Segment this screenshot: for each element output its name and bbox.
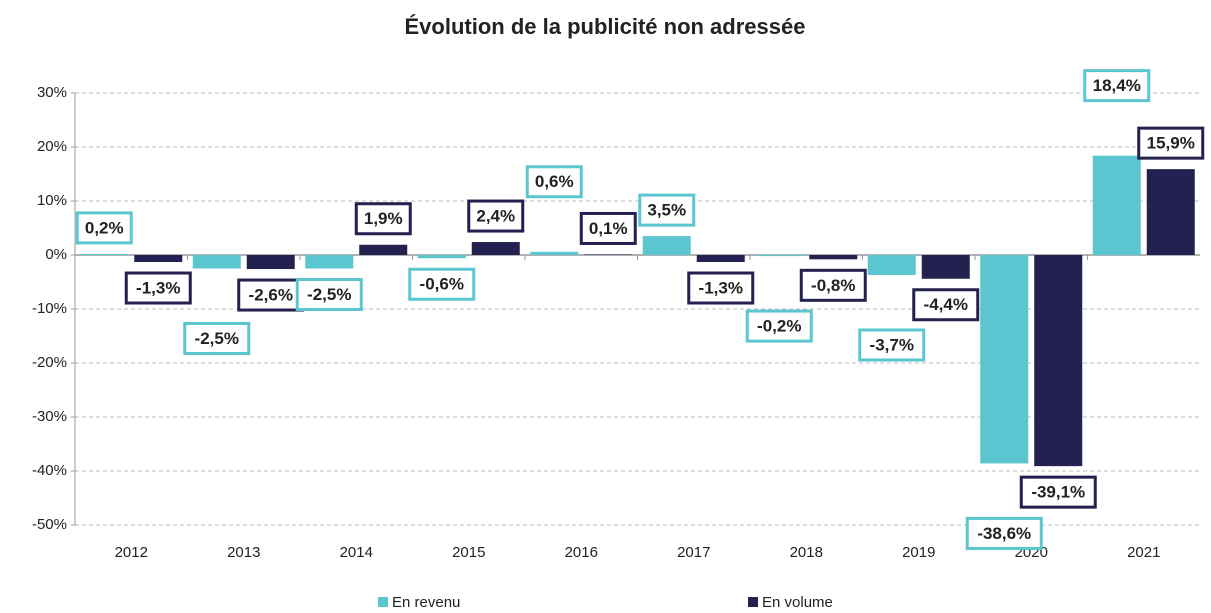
x-tick-label: 2015 xyxy=(452,544,485,561)
value-label: 3,5% xyxy=(647,201,686,220)
bar xyxy=(1146,169,1195,255)
value-label: -2,5% xyxy=(307,285,351,304)
value-label: -2,6% xyxy=(249,286,293,305)
value-label-box xyxy=(799,268,867,302)
bar xyxy=(417,255,466,259)
y-tick-label: 10% xyxy=(37,192,67,209)
y-tick-label: 20% xyxy=(37,138,67,155)
bar xyxy=(359,244,408,255)
value-label: 0,1% xyxy=(589,219,628,238)
bar xyxy=(867,255,916,275)
value-label-box xyxy=(525,165,583,199)
x-tick-label: 2017 xyxy=(677,544,710,561)
value-label: -39,1% xyxy=(1031,483,1085,502)
y-tick-label: -30% xyxy=(32,408,67,425)
y-tick-label: -10% xyxy=(32,300,67,317)
value-label-box xyxy=(295,278,363,311)
value-label-box xyxy=(745,309,813,343)
bar xyxy=(305,255,354,269)
bar xyxy=(192,255,241,269)
value-label: -0,6% xyxy=(420,275,464,294)
x-tick-label: 2018 xyxy=(790,544,823,561)
bar xyxy=(809,255,858,260)
x-tick-label: 2016 xyxy=(565,544,598,561)
x-tick-label: 2013 xyxy=(227,544,260,561)
bar xyxy=(134,255,183,263)
value-label-box xyxy=(408,267,476,301)
value-label: -0,8% xyxy=(811,276,855,295)
value-label-box xyxy=(912,288,980,322)
bar xyxy=(755,255,804,257)
y-tick-label: 0% xyxy=(45,246,67,263)
legend-swatch xyxy=(378,597,388,607)
value-label: -0,2% xyxy=(757,317,801,336)
value-label: -3,7% xyxy=(870,335,914,354)
x-tick-label: 2012 xyxy=(115,544,148,561)
value-label: 1,9% xyxy=(364,209,403,228)
x-tick-label: 2021 xyxy=(1127,544,1160,561)
bar xyxy=(921,255,970,279)
value-label-box xyxy=(1019,475,1097,509)
bar xyxy=(980,255,1029,464)
legend-swatch xyxy=(748,597,758,607)
value-label: -1,3% xyxy=(699,279,743,298)
value-label-box xyxy=(965,516,1043,550)
value-label: 0,2% xyxy=(85,218,124,237)
value-label-box xyxy=(75,211,133,245)
legend-label: En revenu xyxy=(392,594,460,611)
value-label: 0,6% xyxy=(535,172,574,191)
bar xyxy=(80,253,129,255)
value-label-box xyxy=(467,199,525,233)
x-tick-label: 2014 xyxy=(340,544,373,561)
value-label: 15,9% xyxy=(1147,134,1195,153)
value-label-box xyxy=(1137,126,1205,160)
value-label: -2,5% xyxy=(195,329,239,348)
bar xyxy=(584,254,633,255)
legend-label: En volume xyxy=(762,594,833,611)
bar xyxy=(642,236,691,255)
chart-title: Évolution de la publicité non adressée xyxy=(405,14,806,39)
value-label-box xyxy=(354,202,412,236)
bar xyxy=(246,255,295,270)
x-tick-label: 2019 xyxy=(902,544,935,561)
value-label: -4,4% xyxy=(924,295,968,314)
y-tick-label: 30% xyxy=(37,84,67,101)
bar xyxy=(1092,155,1141,255)
value-label-box xyxy=(124,271,192,305)
bar xyxy=(530,251,579,255)
bar xyxy=(696,255,745,263)
value-label-box xyxy=(1083,69,1151,103)
value-label-box xyxy=(638,193,696,227)
y-tick-label: -20% xyxy=(32,354,67,371)
value-label-box xyxy=(858,328,926,362)
value-label-box xyxy=(579,211,637,245)
value-label-box xyxy=(183,322,251,355)
bar xyxy=(1034,255,1083,467)
value-label: -38,6% xyxy=(977,524,1031,543)
value-label: -1,3% xyxy=(136,279,180,298)
y-tick-label: -50% xyxy=(32,516,67,533)
value-label: 2,4% xyxy=(476,207,515,226)
value-label: 18,4% xyxy=(1093,76,1141,95)
bar xyxy=(471,242,520,255)
value-label-box xyxy=(687,271,755,305)
y-tick-label: -40% xyxy=(32,462,67,479)
